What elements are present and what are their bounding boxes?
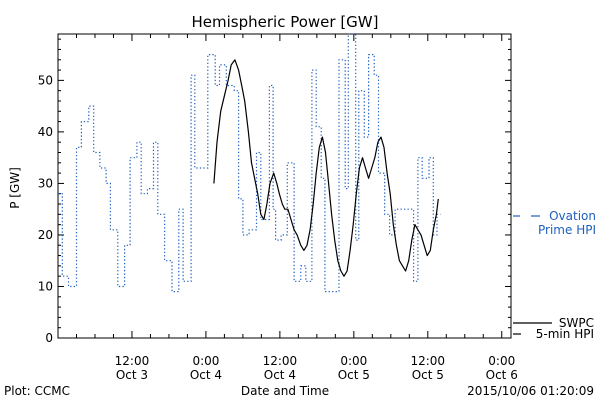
x-tick-label: 0:00: [340, 354, 367, 368]
x-tick-label: Oct 6: [486, 368, 518, 382]
x-axis-label: Date and Time: [241, 384, 329, 398]
chart-title: Hemispheric Power [GW]: [192, 13, 379, 31]
y-tick-label: 50: [38, 73, 53, 87]
x-tick-label: 0:00: [488, 354, 515, 368]
legend-swpc-label: SWPC: [559, 316, 594, 330]
plot-frame: [57, 33, 512, 339]
y-axis: 0 10 20 30 40 50: [38, 38, 511, 345]
x-tick-label: Oct 4: [190, 368, 222, 382]
x-tick-label: Oct 5: [338, 368, 370, 382]
y-tick-label: 30: [38, 176, 53, 190]
x-tick-label: 12:00: [410, 354, 445, 368]
ovation-prime-hpi-line: [58, 33, 441, 293]
legend-swpc-label: 5-min HPI: [536, 327, 594, 341]
x-tick-label: Oct 4: [264, 368, 296, 382]
x-tick-label: 12:00: [115, 354, 150, 368]
y-tick-label: 20: [38, 228, 53, 242]
legend-ovation-label: Ovation: [549, 209, 596, 223]
series-layer: [58, 33, 441, 293]
x-tick-label: Oct 5: [412, 368, 444, 382]
legend-ovation-label: Prime HPI: [538, 223, 596, 237]
y-axis-label: P [GW]: [8, 167, 22, 209]
y-tick-label: 0: [45, 331, 53, 345]
y-tick-label: 10: [38, 279, 53, 293]
x-tick-label: 12:00: [263, 354, 298, 368]
footer-timestamp: 2015/10/06 01:20:09: [467, 384, 594, 398]
footer-credit: Plot: CCMC: [4, 384, 70, 398]
x-tick-label: 0:00: [192, 354, 219, 368]
swpc-5min-hpi-line: [213, 59, 439, 277]
y-tick-label: 40: [38, 125, 53, 139]
legend: Ovation Prime HPI SWPC 5-min HPI: [513, 209, 596, 341]
x-tick-label: Oct 3: [116, 368, 148, 382]
